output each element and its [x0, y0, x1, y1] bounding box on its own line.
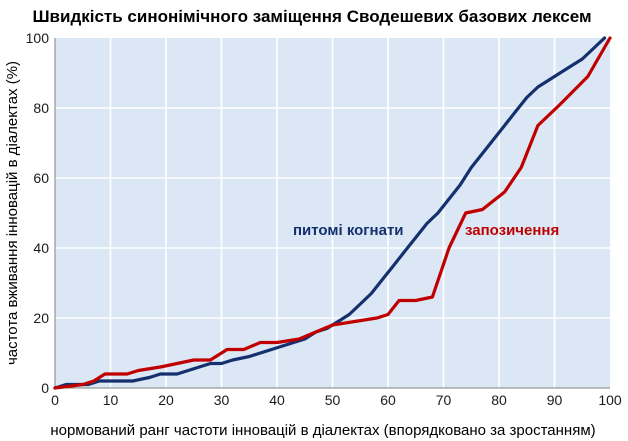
- series-line-native-cognates: [53, 36, 607, 390]
- x-tick-label: 80: [491, 392, 507, 408]
- y-tick-label: 0: [41, 380, 49, 396]
- x-tick-label: 10: [103, 392, 119, 408]
- y-tick-label: 40: [33, 240, 49, 256]
- y-tick-label: 60: [33, 170, 49, 186]
- axes: [54, 38, 610, 389]
- y-axis-label: частота вживання інновацій в діалектах (…: [4, 61, 21, 365]
- y-tick-label: 80: [33, 100, 49, 116]
- y-tick-label: 20: [33, 310, 49, 326]
- x-tick-label: 60: [380, 392, 396, 408]
- series-label-native-cognates: питомі когнати: [293, 222, 404, 239]
- y-tick-labels: 0 20 40 60 80 100: [26, 30, 50, 396]
- x-tick-label: 20: [158, 392, 174, 408]
- x-tick-label: 0: [51, 392, 59, 408]
- x-tick-label: 90: [547, 392, 563, 408]
- gridlines: [55, 38, 610, 388]
- x-tick-labels: 0 10 20 30 40 50 60 70 80 90 100: [51, 392, 622, 408]
- y-tick-label: 100: [26, 30, 50, 46]
- chart-title: Швидкість синонімічного заміщення Сводеш…: [32, 7, 591, 26]
- series-label-borrowings: запозичення: [465, 222, 559, 239]
- series-line-borrowings: [53, 36, 612, 390]
- x-tick-label: 70: [436, 392, 452, 408]
- x-axis-label: нормований ранг частоти інновацій в діал…: [50, 422, 595, 439]
- x-tick-label: 40: [269, 392, 285, 408]
- series-layer: [53, 36, 612, 390]
- x-tick-label: 100: [598, 392, 622, 408]
- x-tick-label: 50: [325, 392, 341, 408]
- x-tick-label: 30: [214, 392, 230, 408]
